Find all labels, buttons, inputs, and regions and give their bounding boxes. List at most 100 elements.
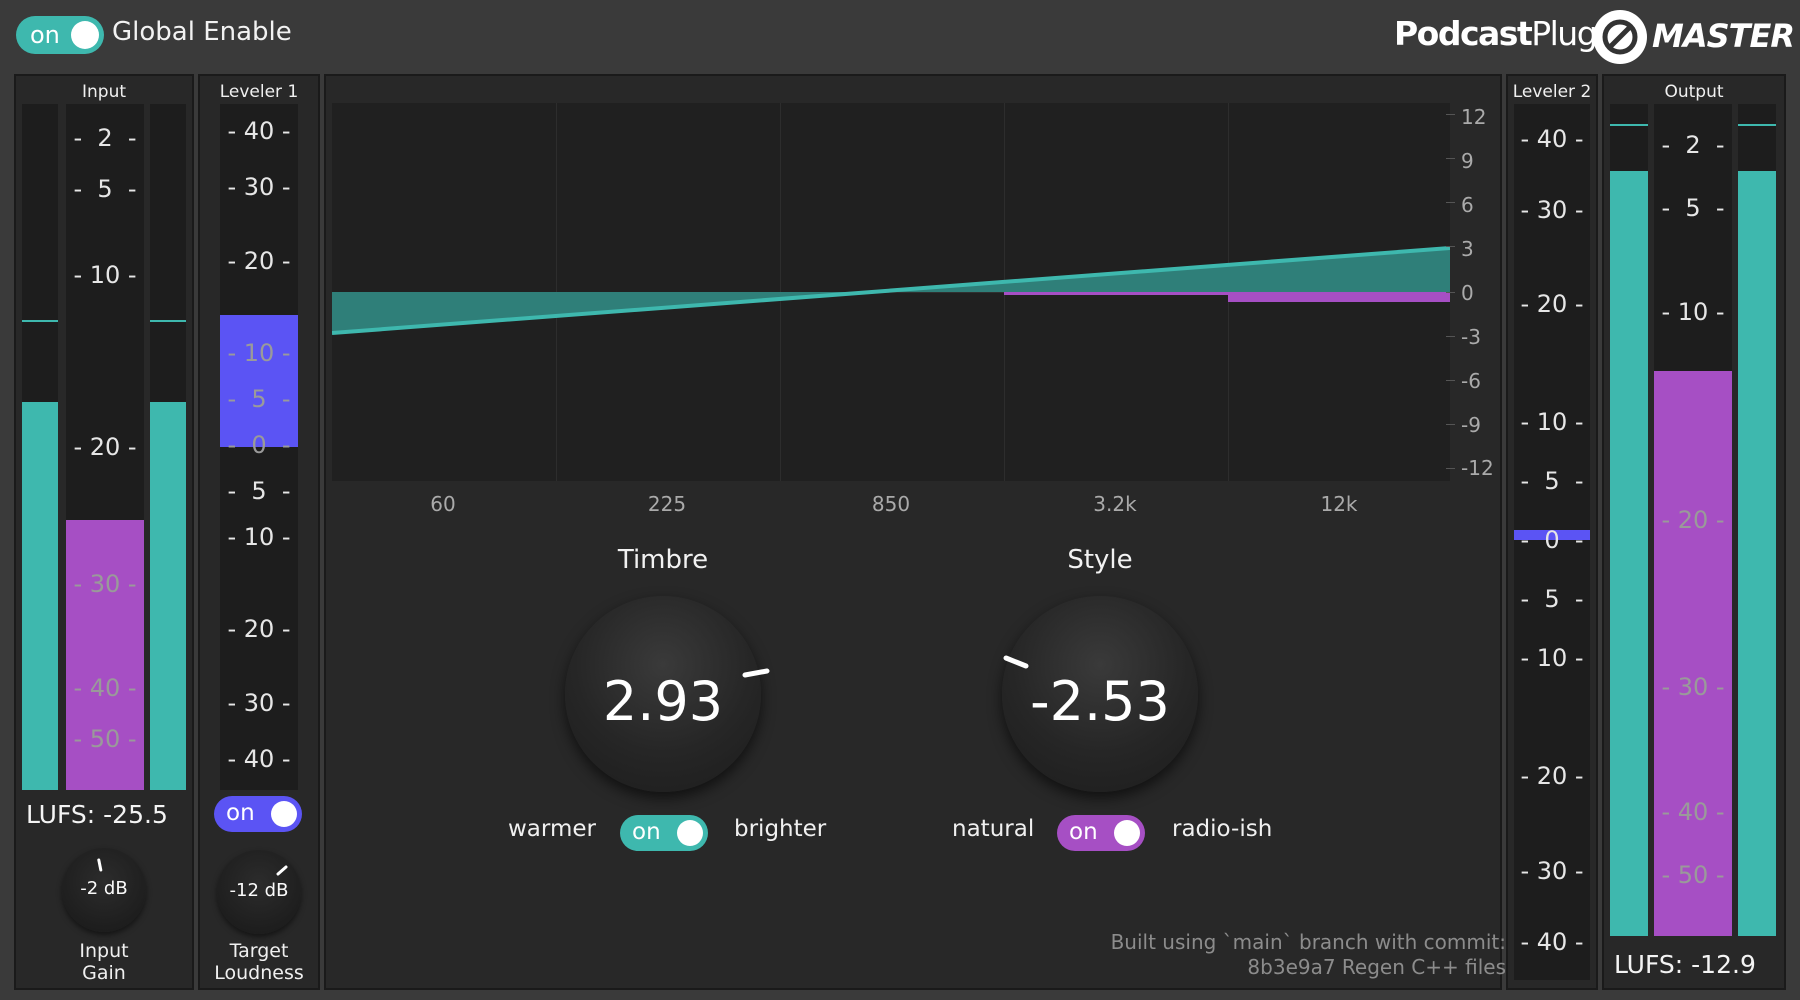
input-lufs-readout: LUFS: -25.5	[26, 800, 168, 829]
input-gain-label-line: Gain	[82, 962, 126, 984]
leveler1-tick: - 40 -	[227, 117, 291, 145]
leveler2-title: Leveler 2	[1512, 82, 1592, 102]
brand-product: MASTER	[1652, 17, 1795, 55]
db-label: -12	[1461, 456, 1494, 480]
db-tick	[1446, 292, 1455, 293]
input-level-left	[22, 402, 58, 790]
eq-graph	[332, 103, 1450, 481]
db-tick	[1446, 246, 1455, 247]
toggle-knob	[1114, 820, 1140, 846]
input-peak-left	[22, 320, 58, 322]
leveler1-tick: - 5 -	[227, 477, 291, 505]
output-tick: - 20 -	[1661, 506, 1725, 534]
timbre-right-label: brighter	[734, 816, 827, 842]
input-tick: - 20 -	[73, 433, 137, 461]
output-peak-right	[1738, 124, 1776, 126]
db-label: 6	[1461, 193, 1474, 217]
leveler2-tick: - 30 -	[1520, 196, 1584, 224]
build-info-line: 8b3e9a7 Regen C++ files	[1247, 955, 1506, 979]
input-tick: - 50 -	[73, 725, 137, 753]
freq-label: 850	[871, 492, 911, 516]
leveler1-gain-bar	[220, 315, 298, 447]
leveler2-tick: - 20 -	[1520, 290, 1584, 318]
db-tick	[1446, 158, 1455, 159]
input-peak-right	[150, 320, 186, 322]
input-tick: - 2 -	[73, 124, 137, 152]
knob-face	[565, 596, 761, 792]
leveler2-tick: - 5 -	[1520, 585, 1584, 613]
input-tick: - 10 -	[73, 261, 137, 289]
timbre-toggle-label: on	[632, 819, 661, 845]
freq-label: 12k	[1320, 492, 1358, 516]
output-title: Output	[1664, 82, 1724, 102]
leveler2-tick: - 5 -	[1520, 467, 1584, 495]
input-tick: - 30 -	[73, 570, 137, 598]
global-toggle-label: on	[30, 21, 60, 49]
db-label: 12	[1461, 105, 1487, 129]
leveler2-tick: - 30 -	[1520, 857, 1584, 885]
leveler2-tick: - 40 -	[1520, 125, 1584, 153]
output-tick: - 30 -	[1661, 673, 1725, 701]
leveler2-tick: - 40 -	[1520, 928, 1584, 956]
freq-label: 3.2k	[1093, 492, 1137, 516]
freq-label: 225	[647, 492, 687, 516]
output-tick: - 50 -	[1661, 861, 1725, 889]
leveler1-toggle[interactable]: on	[214, 796, 302, 832]
db-tick	[1446, 114, 1455, 115]
db-label: 9	[1461, 149, 1474, 173]
style-knob[interactable]: -2.53	[984, 578, 1216, 810]
leveler1-toggle-label: on	[226, 800, 255, 826]
style-value: -2.53	[1030, 670, 1170, 733]
leveler2-tick: - 10 -	[1520, 408, 1584, 436]
leveler1-tick: - 10 -	[227, 339, 291, 367]
toggle-knob	[677, 820, 703, 846]
output-tick: - 5 -	[1661, 194, 1725, 222]
toggle-knob	[71, 21, 99, 49]
leveler2-scale: - 40 - - 30 - - 20 - - 10 - - 5 - - 0 - …	[1514, 0, 1590, 1000]
eq-curve	[332, 246, 1450, 335]
input-scale: - 2 - - 5 - - 10 - - 20 - - 30 - - 40 - …	[66, 0, 144, 1000]
global-enable-label: Global Enable	[112, 17, 292, 47]
timbre-value: 2.93	[602, 670, 724, 733]
db-label: -9	[1461, 413, 1481, 437]
style-title: Style	[1067, 545, 1133, 575]
leveler2-tick: - 20 -	[1520, 762, 1584, 790]
leveler1-tick: - 30 -	[227, 689, 291, 717]
db-label: -3	[1461, 325, 1481, 349]
input-gain-value: -2 dB	[80, 878, 128, 899]
timbre-left-label: warmer	[508, 816, 596, 842]
leveler2-gain-bar	[1514, 530, 1590, 540]
leveler1-tick: - 5 -	[227, 385, 291, 413]
input-title: Input	[81, 82, 127, 102]
timbre-toggle[interactable]: on	[620, 815, 708, 851]
output-loudness-bar	[1654, 371, 1732, 936]
leveler1-scale: - 40 - - 30 - - 20 - - 10 - - 5 - - 0 - …	[220, 0, 298, 1000]
target-loudness-label-line: Target	[229, 940, 289, 962]
db-tick	[1446, 468, 1455, 469]
style-toggle[interactable]: on	[1057, 815, 1145, 851]
output-tick: - 40 -	[1661, 798, 1725, 826]
leveler1-tick: - 20 -	[227, 247, 291, 275]
knob-face	[217, 850, 301, 934]
input-gain-knob[interactable]: -2 dB	[52, 838, 156, 942]
leveler1-tick: - 10 -	[227, 523, 291, 551]
leveler2-tick: - 10 -	[1520, 644, 1584, 672]
target-loudness-label-line: Loudness	[214, 962, 304, 984]
timbre-knob[interactable]: 2.93	[547, 578, 779, 810]
style-left-label: natural	[952, 816, 1035, 842]
output-level-right	[1738, 171, 1776, 936]
build-info: Built using `main` branch with commit: 8…	[1111, 930, 1506, 980]
timbre-title: Timbre	[617, 545, 709, 575]
db-tick	[1446, 336, 1455, 337]
style-toggle-label: on	[1069, 819, 1098, 845]
output-peak-left	[1610, 124, 1648, 126]
brand-mark-icon	[1593, 10, 1647, 64]
target-loudness-label: Target Loudness	[204, 940, 314, 984]
leveler1-meter	[220, 104, 298, 790]
freq-label: 60	[430, 492, 456, 516]
input-tick: - 5 -	[73, 175, 137, 203]
target-loudness-knob[interactable]: -12 dB	[207, 840, 311, 944]
global-enable-toggle[interactable]: on	[16, 16, 104, 54]
input-level-right	[150, 402, 186, 790]
db-label: 0	[1461, 281, 1474, 305]
